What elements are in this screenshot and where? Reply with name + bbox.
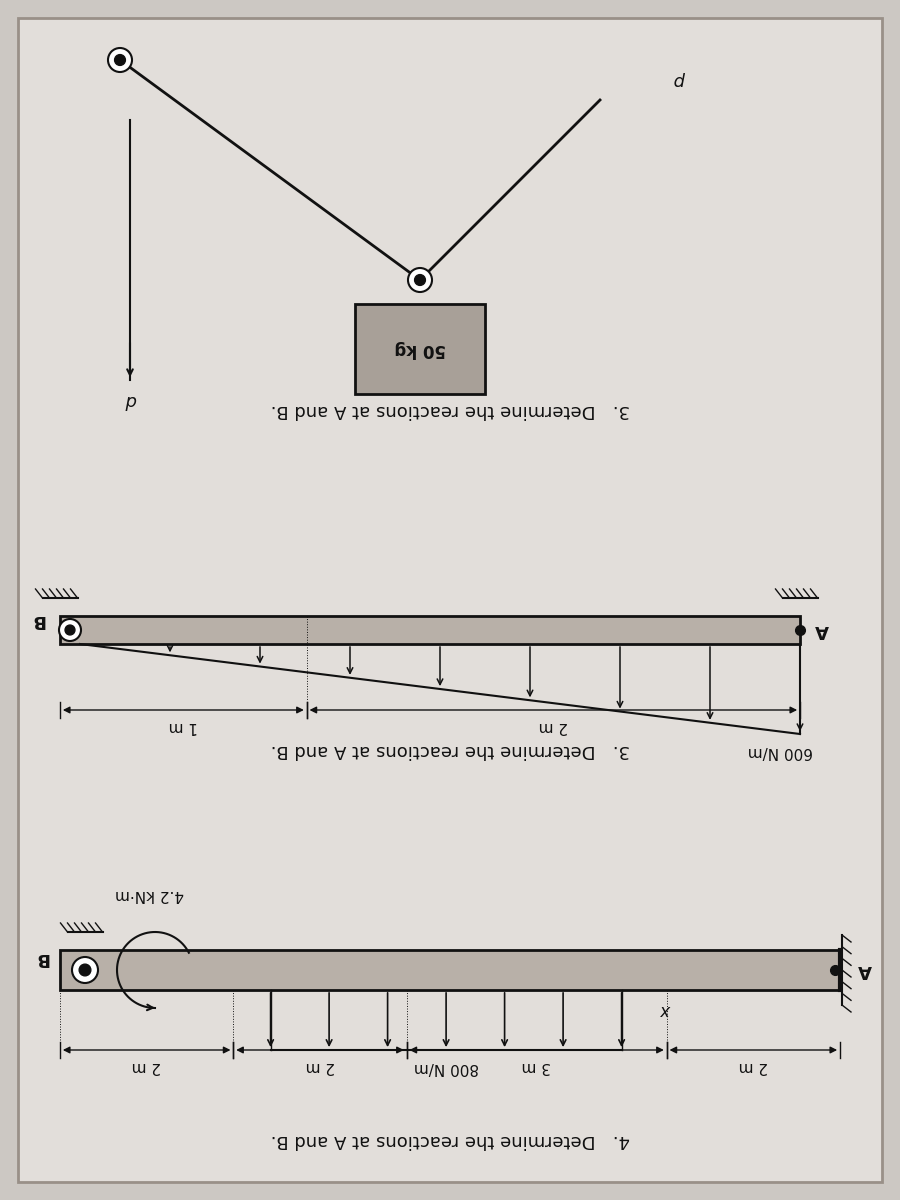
Text: 50 kg: 50 kg xyxy=(394,340,446,358)
Text: 600 N/m: 600 N/m xyxy=(747,744,813,760)
Bar xyxy=(355,304,485,394)
Text: 800 N/m: 800 N/m xyxy=(413,1061,479,1075)
Text: 1 m: 1 m xyxy=(168,719,198,733)
Text: p: p xyxy=(674,71,686,89)
Circle shape xyxy=(72,958,98,983)
Text: B: B xyxy=(32,611,45,629)
Circle shape xyxy=(415,275,426,286)
Text: 2 m: 2 m xyxy=(739,1058,768,1074)
Bar xyxy=(60,950,840,990)
Text: d: d xyxy=(124,391,136,409)
Text: 3.   Determine the reactions at A and B.: 3. Determine the reactions at A and B. xyxy=(270,401,630,419)
Text: A: A xyxy=(858,961,872,979)
Text: 2 m: 2 m xyxy=(538,719,568,733)
Text: B: B xyxy=(35,949,49,967)
Bar xyxy=(60,616,800,644)
Text: 4.2 kN·m: 4.2 kN·m xyxy=(115,888,184,902)
Circle shape xyxy=(59,619,81,641)
Text: 2 m: 2 m xyxy=(132,1058,161,1074)
Circle shape xyxy=(108,48,132,72)
Text: x: x xyxy=(662,1001,671,1019)
Text: 4.   Determine the reactions at A and B.: 4. Determine the reactions at A and B. xyxy=(270,1130,630,1150)
Text: A: A xyxy=(815,622,829,638)
Circle shape xyxy=(79,964,91,976)
Text: 2 m: 2 m xyxy=(305,1058,335,1074)
Text: 3 m: 3 m xyxy=(522,1058,552,1074)
Circle shape xyxy=(114,54,125,65)
Circle shape xyxy=(65,625,75,635)
Circle shape xyxy=(408,268,432,292)
Text: 3.   Determine the reactions at A and B.: 3. Determine the reactions at A and B. xyxy=(270,740,630,758)
